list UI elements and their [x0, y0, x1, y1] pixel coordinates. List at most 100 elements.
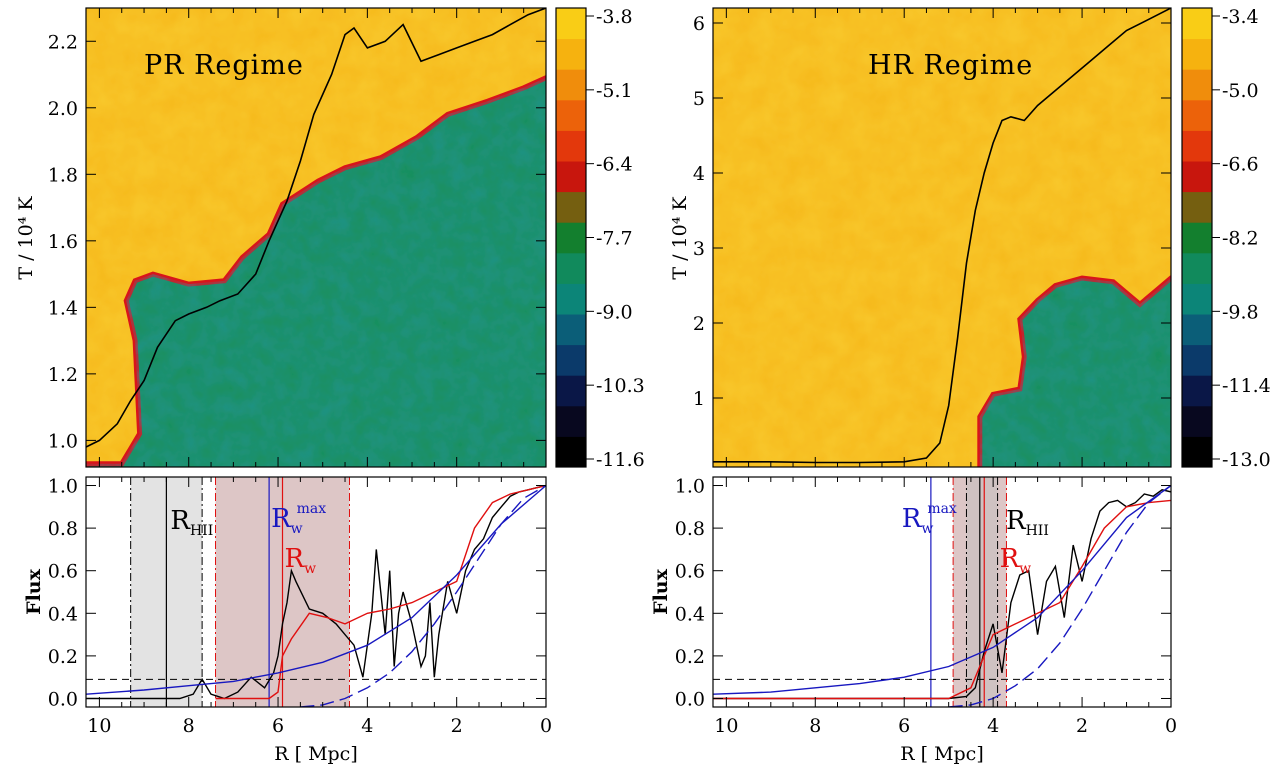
colorbar-tick-label: -5.0 — [1222, 80, 1259, 102]
ytick-label: 2.0 — [48, 98, 78, 120]
flux-series-1 — [215, 484, 546, 700]
rwmax-label-sub: w — [921, 521, 933, 537]
colorbar-tick-label: -10.3 — [596, 375, 645, 397]
rhii-label-sub: HII — [1026, 523, 1049, 539]
colorbar-segment — [556, 405, 586, 437]
colorbar-segment — [1182, 38, 1212, 70]
rw-label-main: R — [1000, 544, 1021, 574]
ytick-label: 2 — [693, 313, 705, 335]
colorbar-segment — [1182, 252, 1212, 284]
rwmax-label-main: R — [271, 504, 292, 534]
colorbar-segment — [556, 8, 586, 40]
colorbar-segment — [1182, 130, 1212, 162]
xtick-label: 6 — [898, 715, 910, 737]
colorbar-segment — [1182, 375, 1212, 407]
hr-heatmap-ylabel: T / 10⁴ K — [669, 196, 691, 280]
flux-series-1 — [713, 499, 1171, 700]
flux-series-3 — [948, 484, 1171, 707]
hr-flux-ylabel: Flux — [650, 568, 672, 615]
rw-label: Rw — [1000, 544, 1032, 577]
ytick-label: 0.4 — [675, 603, 705, 625]
colorbar-segment — [1182, 69, 1212, 101]
hr-cold-region-texture — [979, 278, 1171, 467]
xtick-label: 2 — [451, 715, 463, 737]
colorbar-segment — [556, 344, 586, 376]
ytick-label: 1.4 — [48, 297, 78, 319]
pr-heatmap-yticks: 1.0 1.2 1.4 1.6 1.8 2.0 2.2 — [48, 8, 547, 467]
hr-heatmap-panel: HR Regime 1 2 3 4 5 6 T / 10⁴ K — [669, 7, 1172, 468]
colorbar-tick-label: -11.4 — [1222, 375, 1271, 397]
xtick-label: 2 — [1076, 715, 1088, 737]
rwmax-label: Rw max — [271, 501, 326, 537]
colorbar-tick-label: -3.4 — [1222, 6, 1259, 28]
colorbar-segment — [1182, 99, 1212, 131]
xtick-label: 10 — [87, 715, 111, 737]
hr-flux-xlabel: R [ Mpc] — [900, 743, 983, 765]
colorbar-segment — [556, 375, 586, 407]
ytick-label: 4 — [693, 163, 705, 185]
colorbar-segment — [556, 436, 586, 468]
colorbar-segment — [1182, 344, 1212, 376]
colorbar-tick-label: -5.1 — [596, 80, 633, 102]
hr-regime-label: HR Regime — [868, 50, 1033, 81]
xtick-label: 6 — [272, 715, 284, 737]
ytick-label: 1 — [693, 388, 705, 410]
ytick-label: 0.6 — [48, 561, 78, 583]
pr-flux-xlabel: R [ Mpc] — [274, 743, 357, 765]
ytick-label: 1.0 — [48, 430, 78, 452]
colorbar-tick-label: -11.6 — [596, 449, 645, 471]
ytick-label: 0.6 — [675, 561, 705, 583]
ytick-label: 0.8 — [675, 518, 705, 540]
rhii-label: RHII — [170, 506, 213, 539]
pr-heatmap-panel: PR Regime 1.0 1.2 1.4 1.6 1.8 2.0 2.2 T / 10⁴ … — [15, 7, 547, 468]
rw-label: Rw — [285, 544, 317, 577]
pr-temperature-curve — [86, 8, 546, 448]
rhii-label-main: R — [170, 506, 191, 536]
colorbar-segment — [1182, 191, 1212, 223]
rwmax-label-main: R — [902, 504, 923, 534]
ytick-label: 1.8 — [48, 164, 78, 186]
xtick-label: 8 — [809, 715, 821, 737]
colorbar-segment — [556, 161, 586, 193]
xtick-label: 4 — [361, 715, 373, 737]
colorbar-segment — [1182, 314, 1212, 346]
rhii-label: RHII — [1006, 506, 1049, 539]
rhii-label-main: R — [1006, 506, 1027, 536]
rhii-band — [966, 477, 998, 707]
ytick-label: 1.2 — [48, 364, 78, 386]
colorbar-tick-label: -7.7 — [596, 228, 633, 250]
colorbar-segment — [1182, 222, 1212, 254]
pr-cold-region-texture — [86, 77, 546, 467]
rwmax-label-sub: w — [291, 521, 303, 537]
colorbar-tick-label: -6.4 — [596, 154, 633, 176]
ytick-label: 1.0 — [48, 476, 78, 498]
pr-heatmap-ylabel: T / 10⁴ K — [15, 196, 37, 280]
flux-series-0 — [713, 489, 1171, 700]
xtick-label: 0 — [1165, 715, 1177, 737]
rw-label-sub: w — [304, 561, 316, 577]
colorbar-segment — [1182, 405, 1212, 437]
rwmax-label-sup: max — [297, 501, 327, 517]
colorbar-segment — [556, 69, 586, 101]
xtick-label: 10 — [714, 715, 738, 737]
ytick-label: 0.0 — [675, 688, 705, 710]
colorbar-segment — [556, 191, 586, 223]
ytick-label: 0.4 — [48, 603, 78, 625]
xtick-label: 8 — [183, 715, 195, 737]
colorbar-segment — [1182, 161, 1212, 193]
hr-heatmap-frame — [712, 7, 1172, 468]
colorbar-tick-label: -3.8 — [596, 6, 633, 28]
rw-label-sub: w — [1019, 561, 1031, 577]
colorbar-tick-label: -13.0 — [1222, 449, 1271, 471]
ytick-label: 1.0 — [675, 476, 705, 498]
ytick-label: 1.6 — [48, 231, 78, 253]
ytick-label: 6 — [693, 13, 705, 35]
colorbar-segment — [1182, 283, 1212, 315]
ytick-label: 0.0 — [48, 688, 78, 710]
hr-heatmap-yticks: 1 2 3 4 5 6 — [693, 8, 1172, 467]
flux-series-2 — [713, 484, 1171, 695]
rw-label-main: R — [285, 544, 306, 574]
pr-flux-frame — [85, 476, 547, 708]
